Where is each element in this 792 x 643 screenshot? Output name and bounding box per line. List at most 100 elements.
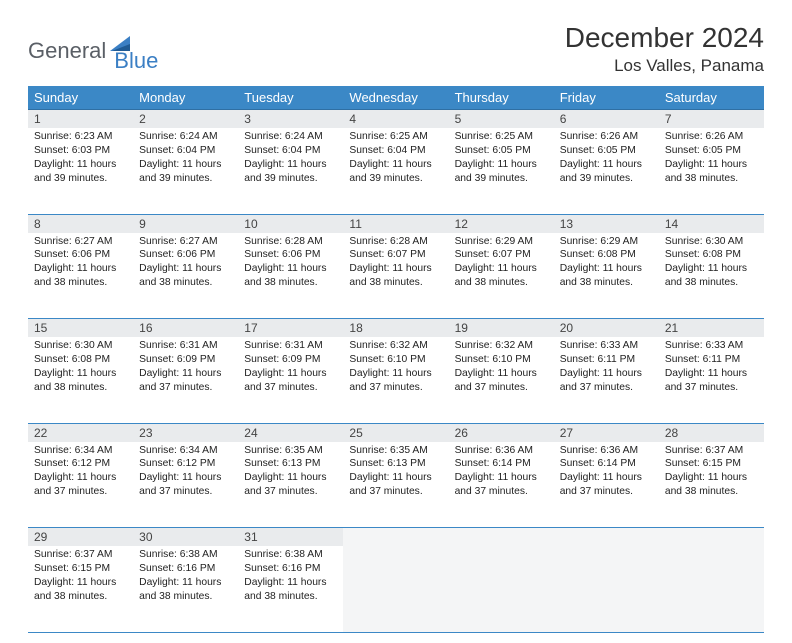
day1-text: Daylight: 11 hours xyxy=(34,471,127,485)
sunset-text: Sunset: 6:11 PM xyxy=(560,353,653,367)
weekday-header: Monday xyxy=(133,86,238,110)
sunset-text: Sunset: 6:05 PM xyxy=(665,144,758,158)
day-content-cell: Sunrise: 6:26 AMSunset: 6:05 PMDaylight:… xyxy=(554,128,659,214)
day-content-cell: Sunrise: 6:34 AMSunset: 6:12 PMDaylight:… xyxy=(133,442,238,528)
sunset-text: Sunset: 6:07 PM xyxy=(455,248,548,262)
day2-text: and 39 minutes. xyxy=(349,172,442,186)
day-number-cell: 13 xyxy=(554,214,659,233)
day1-text: Daylight: 11 hours xyxy=(560,367,653,381)
day-number-cell: 28 xyxy=(659,423,764,442)
day1-text: Daylight: 11 hours xyxy=(455,367,548,381)
sunset-text: Sunset: 6:12 PM xyxy=(34,457,127,471)
day-content-cell: Sunrise: 6:25 AMSunset: 6:05 PMDaylight:… xyxy=(449,128,554,214)
sunrise-text: Sunrise: 6:36 AM xyxy=(560,444,653,458)
day2-text: and 37 minutes. xyxy=(455,381,548,395)
sunrise-text: Sunrise: 6:26 AM xyxy=(560,130,653,144)
day1-text: Daylight: 11 hours xyxy=(244,576,337,590)
daynum-row: 1234567 xyxy=(28,110,764,129)
day2-text: and 38 minutes. xyxy=(665,172,758,186)
day-content-cell: Sunrise: 6:33 AMSunset: 6:11 PMDaylight:… xyxy=(554,337,659,423)
weekday-header-row: Sunday Monday Tuesday Wednesday Thursday… xyxy=(28,86,764,110)
day-number-cell: 26 xyxy=(449,423,554,442)
day-content-cell: Sunrise: 6:30 AMSunset: 6:08 PMDaylight:… xyxy=(28,337,133,423)
weekday-header: Wednesday xyxy=(343,86,448,110)
logo-text-blue: Blue xyxy=(114,48,158,74)
sunrise-text: Sunrise: 6:37 AM xyxy=(665,444,758,458)
day-number-cell xyxy=(449,528,554,547)
day-number-cell: 14 xyxy=(659,214,764,233)
day1-text: Daylight: 11 hours xyxy=(665,471,758,485)
day-content-cell xyxy=(554,546,659,632)
day2-text: and 39 minutes. xyxy=(244,172,337,186)
day-content-cell: Sunrise: 6:29 AMSunset: 6:08 PMDaylight:… xyxy=(554,233,659,319)
daynum-row: 15161718192021 xyxy=(28,319,764,338)
sunset-text: Sunset: 6:05 PM xyxy=(560,144,653,158)
day-number-cell xyxy=(659,528,764,547)
day2-text: and 39 minutes. xyxy=(139,172,232,186)
day-content-cell: Sunrise: 6:28 AMSunset: 6:06 PMDaylight:… xyxy=(238,233,343,319)
sunset-text: Sunset: 6:13 PM xyxy=(349,457,442,471)
day2-text: and 37 minutes. xyxy=(455,485,548,499)
day2-text: and 37 minutes. xyxy=(665,381,758,395)
sunrise-text: Sunrise: 6:29 AM xyxy=(560,235,653,249)
daynum-row: 293031 xyxy=(28,528,764,547)
day-number-cell: 27 xyxy=(554,423,659,442)
day-content-cell: Sunrise: 6:29 AMSunset: 6:07 PMDaylight:… xyxy=(449,233,554,319)
sunset-text: Sunset: 6:09 PM xyxy=(139,353,232,367)
day1-text: Daylight: 11 hours xyxy=(139,367,232,381)
day-number-cell: 4 xyxy=(343,110,448,129)
day-number-cell: 20 xyxy=(554,319,659,338)
header: General Blue December 2024 Los Valles, P… xyxy=(28,22,764,76)
calendar-table: Sunday Monday Tuesday Wednesday Thursday… xyxy=(28,86,764,633)
day-content-cell: Sunrise: 6:27 AMSunset: 6:06 PMDaylight:… xyxy=(28,233,133,319)
sunrise-text: Sunrise: 6:25 AM xyxy=(455,130,548,144)
day1-text: Daylight: 11 hours xyxy=(349,158,442,172)
sunset-text: Sunset: 6:11 PM xyxy=(665,353,758,367)
day1-text: Daylight: 11 hours xyxy=(560,471,653,485)
day-content-cell xyxy=(343,546,448,632)
day-number-cell: 19 xyxy=(449,319,554,338)
day-number-cell: 6 xyxy=(554,110,659,129)
day-number-cell: 21 xyxy=(659,319,764,338)
day-content-cell: Sunrise: 6:23 AMSunset: 6:03 PMDaylight:… xyxy=(28,128,133,214)
day1-text: Daylight: 11 hours xyxy=(34,367,127,381)
sunrise-text: Sunrise: 6:30 AM xyxy=(665,235,758,249)
sunrise-text: Sunrise: 6:31 AM xyxy=(244,339,337,353)
sunrise-text: Sunrise: 6:34 AM xyxy=(139,444,232,458)
weekday-header: Sunday xyxy=(28,86,133,110)
sunrise-text: Sunrise: 6:35 AM xyxy=(244,444,337,458)
sunset-text: Sunset: 6:15 PM xyxy=(665,457,758,471)
daynum-row: 891011121314 xyxy=(28,214,764,233)
sunset-text: Sunset: 6:08 PM xyxy=(665,248,758,262)
day-number-cell: 25 xyxy=(343,423,448,442)
day2-text: and 38 minutes. xyxy=(34,276,127,290)
sunrise-text: Sunrise: 6:35 AM xyxy=(349,444,442,458)
sunset-text: Sunset: 6:04 PM xyxy=(139,144,232,158)
day1-text: Daylight: 11 hours xyxy=(349,367,442,381)
day2-text: and 38 minutes. xyxy=(455,276,548,290)
day1-text: Daylight: 11 hours xyxy=(244,471,337,485)
sunset-text: Sunset: 6:15 PM xyxy=(34,562,127,576)
day-number-cell: 12 xyxy=(449,214,554,233)
day-number-cell: 1 xyxy=(28,110,133,129)
day-content-cell: Sunrise: 6:28 AMSunset: 6:07 PMDaylight:… xyxy=(343,233,448,319)
day-number-cell: 2 xyxy=(133,110,238,129)
sunrise-text: Sunrise: 6:33 AM xyxy=(665,339,758,353)
day1-text: Daylight: 11 hours xyxy=(665,262,758,276)
day1-text: Daylight: 11 hours xyxy=(34,158,127,172)
day-content-cell: Sunrise: 6:25 AMSunset: 6:04 PMDaylight:… xyxy=(343,128,448,214)
day1-text: Daylight: 11 hours xyxy=(244,367,337,381)
sunrise-text: Sunrise: 6:29 AM xyxy=(455,235,548,249)
day1-text: Daylight: 11 hours xyxy=(34,262,127,276)
sunrise-text: Sunrise: 6:30 AM xyxy=(34,339,127,353)
day2-text: and 38 minutes. xyxy=(665,276,758,290)
day2-text: and 38 minutes. xyxy=(244,590,337,604)
day-content-cell: Sunrise: 6:37 AMSunset: 6:15 PMDaylight:… xyxy=(28,546,133,632)
day2-text: and 37 minutes. xyxy=(349,485,442,499)
sunrise-text: Sunrise: 6:23 AM xyxy=(34,130,127,144)
day2-text: and 37 minutes. xyxy=(139,381,232,395)
day1-text: Daylight: 11 hours xyxy=(560,262,653,276)
day-content-row: Sunrise: 6:34 AMSunset: 6:12 PMDaylight:… xyxy=(28,442,764,528)
day-content-row: Sunrise: 6:23 AMSunset: 6:03 PMDaylight:… xyxy=(28,128,764,214)
weekday-header: Friday xyxy=(554,86,659,110)
